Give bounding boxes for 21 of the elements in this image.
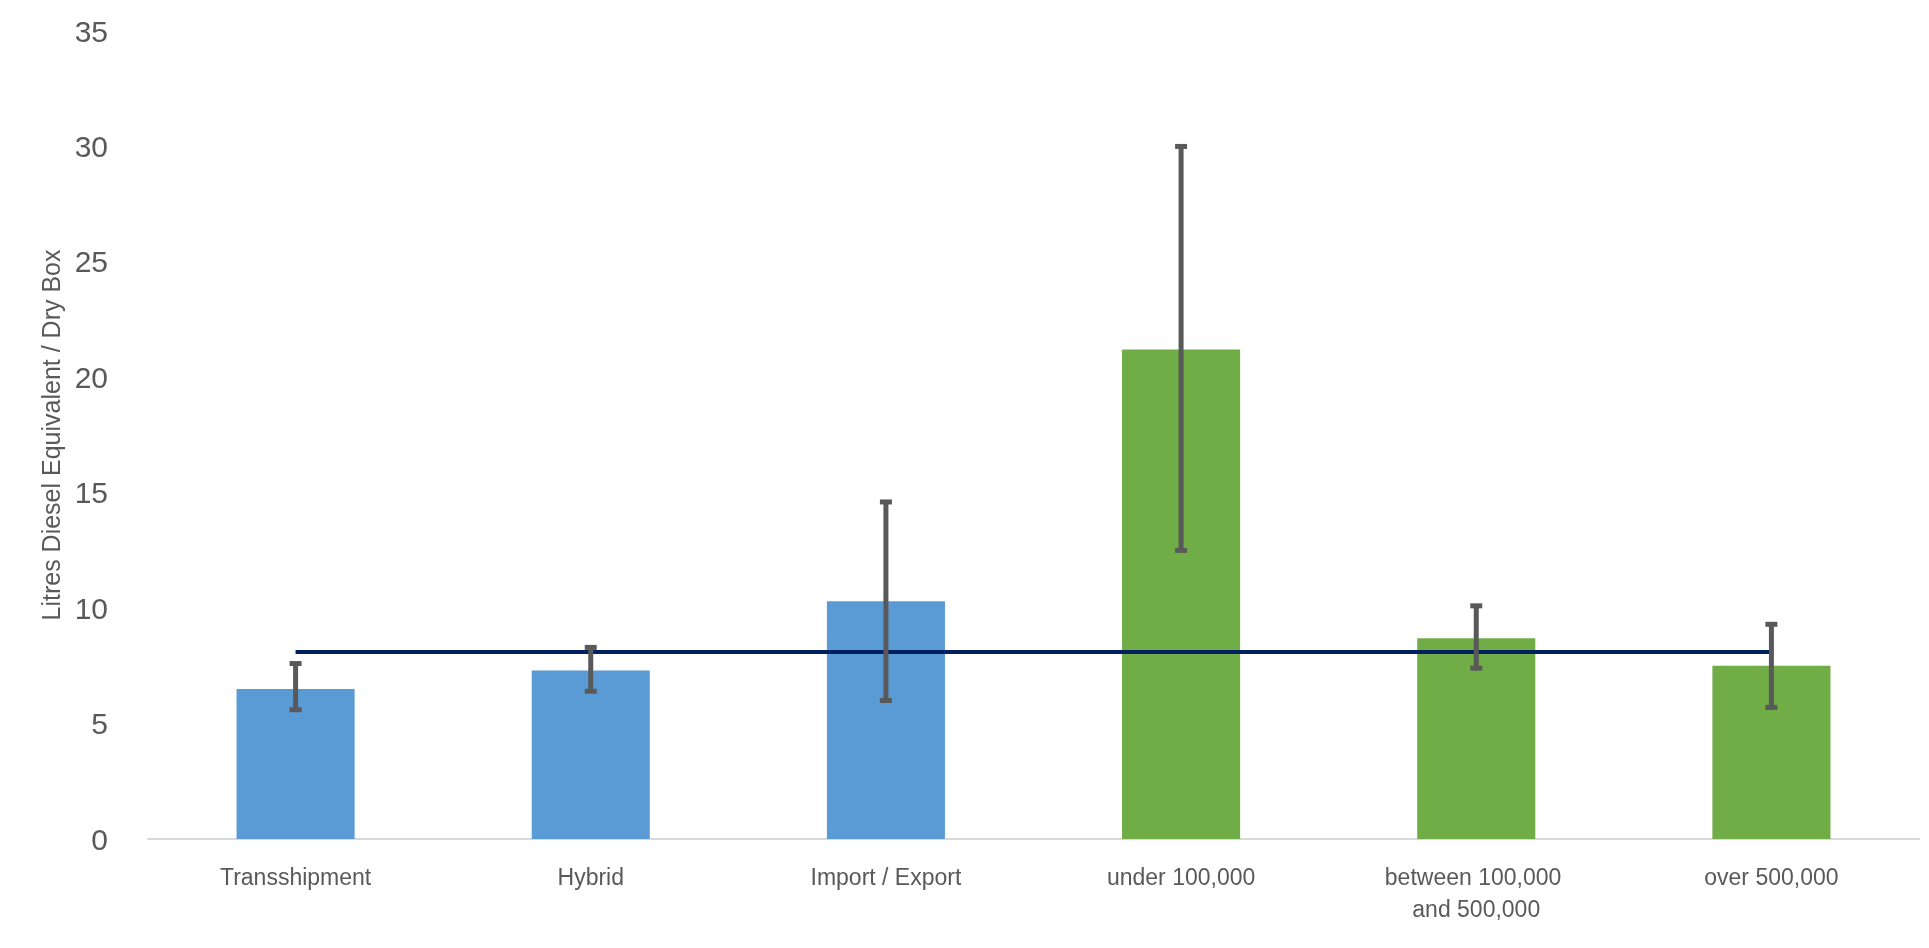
bar [1712, 665, 1831, 839]
y-tick-label: 35 [74, 14, 108, 48]
y-tick-label: 20 [74, 360, 108, 394]
y-tick-label: 25 [74, 245, 108, 279]
x-tick-label: Transshipment [219, 864, 372, 890]
y-tick-label: 5 [91, 707, 108, 741]
y-tick-label: 30 [74, 129, 108, 163]
bar [1122, 349, 1241, 839]
x-tick-label: Hybrid [557, 864, 624, 890]
y-tick-label: 0 [91, 822, 108, 856]
y-tick-label: 10 [74, 591, 108, 625]
y-axis-title: Litres Diesel Equivalent / Dry Box [36, 249, 65, 621]
x-tick-label: under 100,000 [1106, 864, 1256, 890]
x-tick-label: Import / Export [810, 864, 962, 890]
x-tick-label: over 500,000 [1704, 864, 1839, 890]
x-tick-label: between 100,000 and 500,000 [1384, 864, 1568, 922]
bar [531, 670, 650, 839]
bar [236, 688, 355, 839]
bar [826, 601, 945, 839]
bar [1417, 638, 1536, 839]
y-tick-label: 15 [74, 476, 108, 510]
